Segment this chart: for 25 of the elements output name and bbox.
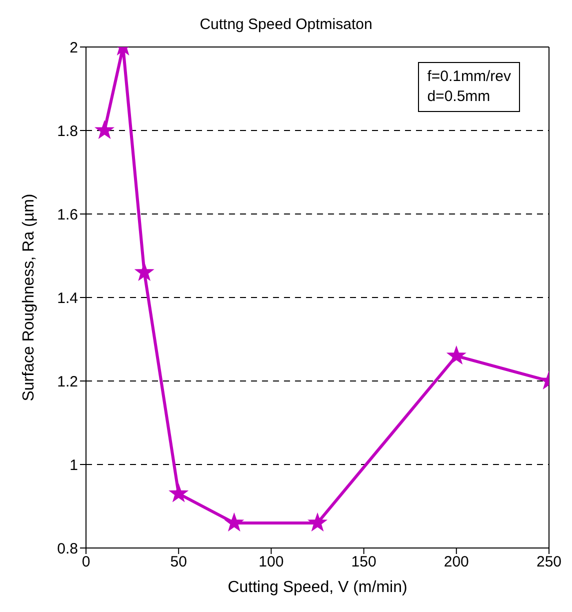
point [95,121,114,138]
x-tick-label: 250 [536,554,562,571]
point [447,346,466,364]
chart-title: Cuttng Speed Optmisaton [198,16,374,33]
point [308,513,327,531]
y-tick-label: 1 [70,456,78,474]
point [225,513,244,531]
x-tick-label: 200 [444,554,469,571]
x-axis-title: Cutting Speed, V (m/min) [228,579,408,596]
y-tick-label: 1.4 [57,290,78,307]
x-tick-label: 0 [82,554,90,571]
x-tick-label: 100 [258,554,284,571]
annotation: f=0.1mm/rev [427,67,511,87]
y-tick-label: 0.8 [57,540,78,558]
y-tick-label: 1.8 [57,122,78,140]
note-box: f=0.1mm/rev d=0.5mm [418,62,520,112]
y-tick-label: 1.2 [57,373,78,390]
x-tick-label: 150 [351,554,376,571]
y-tick-label: 1.6 [57,206,78,224]
annotation: d=0.5mm [427,87,492,107]
point [135,262,154,280]
y-tick-label: 2 [70,39,78,56]
x-tick-label: 50 [170,554,187,571]
y-axis-title: Surface Roughness, Ra (µm) [20,194,38,402]
point [170,484,188,502]
